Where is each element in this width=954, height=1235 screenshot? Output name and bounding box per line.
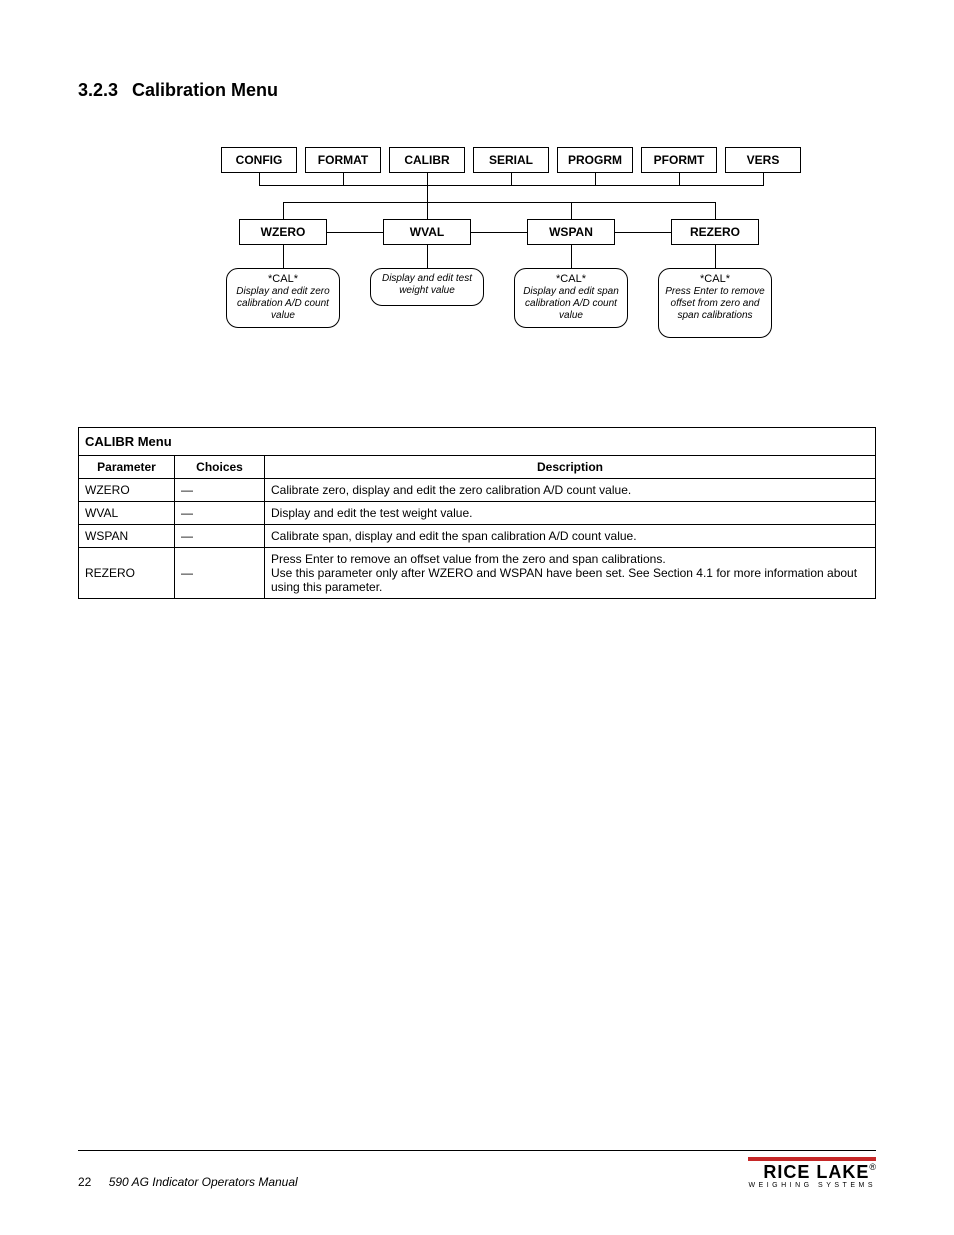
calibr-menu-table: CALIBR Menu Parameter Choices Descriptio… [78,427,876,599]
description-text: Display and edit zero calibration A/D co… [236,286,329,321]
connector-line [511,173,512,185]
cell-parameter: REZERO [79,548,175,599]
table-row: REZERO—Press Enter to remove an offset v… [79,548,876,599]
cell-parameter: WVAL [79,502,175,525]
logo-main-text: RICE LAKE [763,1162,869,1182]
menu-box: CALIBR [389,147,465,173]
cell-choices: — [175,525,265,548]
cell-parameter: WZERO [79,479,175,502]
menu-box: SERIAL [473,147,549,173]
connector-line [283,245,284,268]
page-footer: 22 590 AG Indicator Operators Manual RIC… [78,1150,876,1189]
connector-line [715,202,716,219]
description-text: Press Enter to remove offset from zero a… [665,286,764,321]
connector-line [679,173,680,185]
description-box: *CAL*Press Enter to remove offset from z… [658,268,772,338]
table-row: WVAL—Display and edit the test weight va… [79,502,876,525]
connector-line [763,173,764,185]
submenu-box: WSPAN [527,219,615,245]
col-choices: Choices [175,456,265,479]
rice-lake-logo: RICE LAKE® WEIGHING SYSTEMS [748,1157,876,1189]
submenu-box: REZERO [671,219,759,245]
connector-line [343,173,344,185]
connector-line [615,232,671,233]
section-heading: Calibration Menu [132,80,278,100]
col-description: Description [265,456,876,479]
description-box: Display and edit test weight value [370,268,484,306]
connector-line [283,202,716,203]
description-box: *CAL*Display and edit span calibration A… [514,268,628,328]
calibration-menu-diagram: CONFIG FORMAT CALIBR SERIAL PROGRM PFORMT VERS… [127,147,827,367]
submenu-box: WVAL [383,219,471,245]
cell-description: Press Enter to remove an offset value fr… [265,548,876,599]
manual-title: 590 AG Indicator Operators Manual [109,1175,298,1189]
description-text: Display and edit test weight value [382,273,472,296]
table-row: WSPAN—Calibrate span, display and edit t… [79,525,876,548]
cell-choices: — [175,479,265,502]
connector-line [427,202,428,219]
cell-parameter: WSPAN [79,525,175,548]
connector-line [259,173,260,185]
connector-line [471,232,527,233]
connector-line [427,173,428,185]
logo-registered: ® [869,1162,876,1172]
connector-line [571,202,572,219]
menu-box: PFORMT [641,147,717,173]
section-number: 3.2.3 [78,80,118,100]
connector-line [715,245,716,268]
connector-line [259,185,764,186]
cal-label: *CAL* [231,273,335,286]
page-number: 22 [78,1175,91,1189]
connector-line [595,173,596,185]
connector-line [327,232,383,233]
menu-box: FORMAT [305,147,381,173]
cell-description: Calibrate span, display and edit the spa… [265,525,876,548]
cell-choices: — [175,502,265,525]
table-row: WZERO—Calibrate zero, display and edit t… [79,479,876,502]
cal-label: *CAL* [663,273,767,286]
logo-sub-text: WEIGHING SYSTEMS [748,1182,876,1189]
col-parameter: Parameter [79,456,175,479]
menu-box: PROGRM [557,147,633,173]
cell-choices: — [175,548,265,599]
footer-left: 22 590 AG Indicator Operators Manual [78,1175,298,1189]
cell-description: Calibrate zero, display and edit the zer… [265,479,876,502]
cell-description: Display and edit the test weight value. [265,502,876,525]
description-text: Display and edit span calibration A/D co… [523,286,619,321]
submenu-box: WZERO [239,219,327,245]
table-title: CALIBR Menu [79,428,876,456]
connector-line [283,202,284,219]
menu-box: CONFIG [221,147,297,173]
footer-rule [78,1150,876,1151]
section-title: 3.2.3 Calibration Menu [78,80,876,101]
logo-bar [748,1157,876,1161]
connector-line [427,185,428,202]
menu-box: VERS [725,147,801,173]
connector-line [427,245,428,268]
cal-label: *CAL* [519,273,623,286]
connector-line [571,245,572,268]
description-box: *CAL*Display and edit zero calibration A… [226,268,340,328]
